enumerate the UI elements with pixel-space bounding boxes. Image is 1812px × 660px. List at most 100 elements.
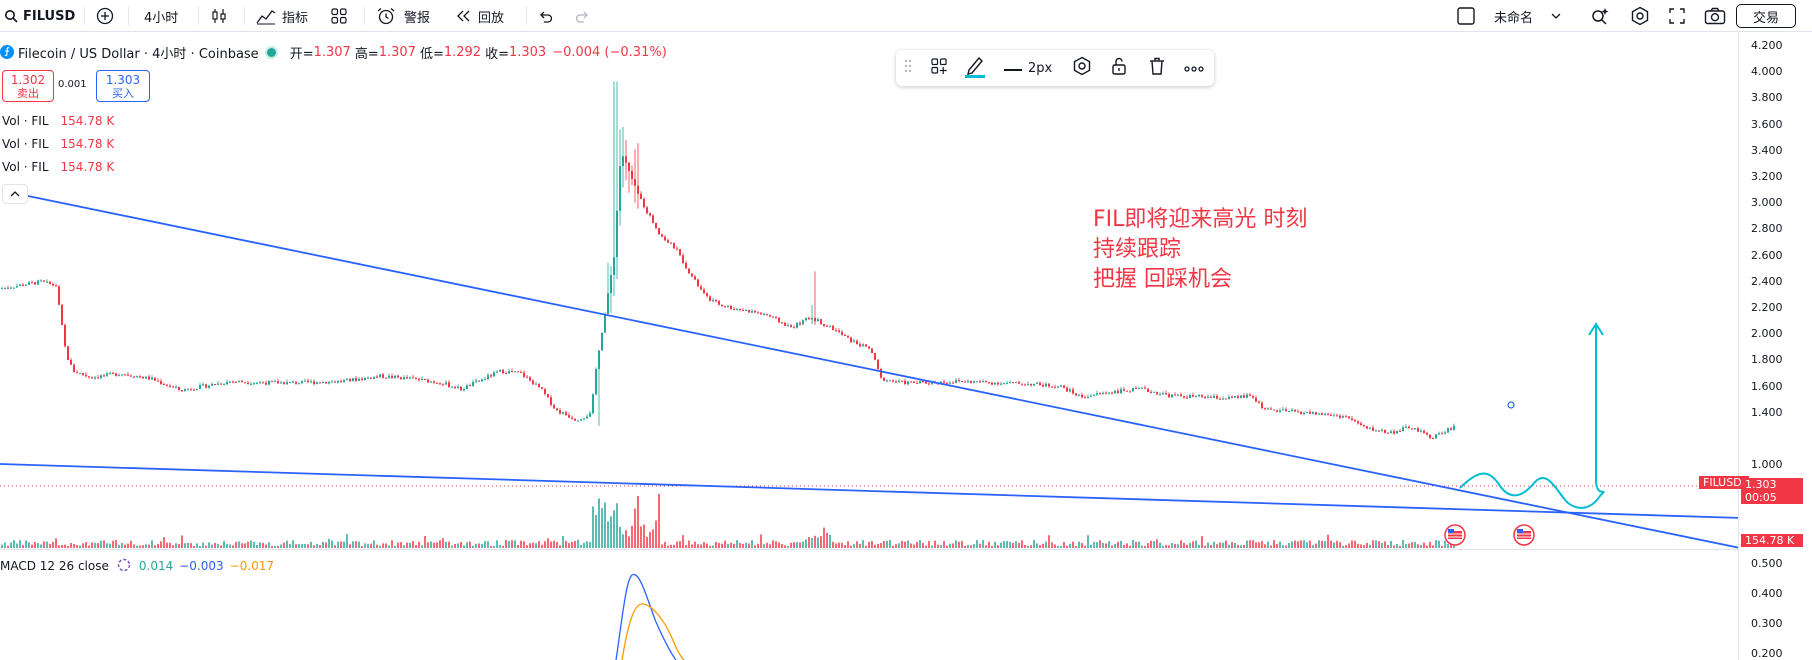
candle-body [304,380,306,382]
volume-bar [1348,543,1350,548]
candle-body [778,317,780,323]
candle-body [208,385,210,388]
candle-body [232,381,234,383]
pane-separator[interactable] [0,549,1738,550]
candle-body [733,308,735,310]
candle-body [202,384,204,386]
candle-body [259,382,261,384]
settings-button[interactable] [1630,0,1650,32]
layouts-button[interactable] [330,0,348,32]
chart-type-button[interactable] [210,0,228,32]
volume-legend-row[interactable]: Vol · FIL 154.78 K [2,158,114,176]
macd-legend[interactable]: MACD 12 26 close 0.014 −0.003 −0.017 [0,557,274,575]
candle-body [85,374,87,377]
volume-bar [10,542,12,548]
select-all-toggle[interactable] [1456,0,1476,32]
candle-body [112,373,114,375]
volume-bar [1183,542,1185,548]
volume-bar [136,545,138,548]
candle-body [1123,389,1125,391]
price-axis[interactable]: 4.200 4.000 3.800 3.600 3.400 3.200 3.000 2.800… [1699,32,1812,660]
candle-body [499,369,501,372]
symbol-search[interactable]: FILUSD [4,0,75,32]
volume-bar [904,541,906,548]
candle-body [877,359,879,369]
volume-bar [1069,543,1071,548]
indicators-button[interactable]: 指标 [256,0,308,32]
volume-bar [475,543,477,548]
drag-handle[interactable] [904,50,912,86]
candle-body [682,255,684,263]
volume-bar [811,537,813,548]
volume-bar [745,542,747,548]
sell-button[interactable]: 1.302 卖出 [2,70,54,102]
drawing-settings-button[interactable] [1072,50,1092,86]
indicator-settings-icon[interactable] [117,558,131,575]
snapshot-button[interactable] [1704,0,1726,32]
template-button[interactable] [930,50,948,86]
volume-bar [1015,541,1017,548]
candle-body [1351,418,1353,421]
volume-bar [391,540,393,548]
candle-body [976,381,978,383]
line-width-button[interactable]: 2px [1004,50,1052,86]
buy-button[interactable]: 1.303 买入 [96,70,150,102]
layout-name-button[interactable]: 未命名 [1494,0,1561,32]
volume-legend-row[interactable]: Vol · FIL 154.78 K [2,135,114,153]
indicators-icon [256,7,276,25]
symbol-legend: ⨍ Filecoin / US Dollar · 4小时 · Coinbase … [0,42,667,62]
volume-bar [583,542,585,548]
candle-body [334,381,336,383]
candle-body [1171,394,1173,398]
volume-bar [1441,545,1443,548]
more-options-button[interactable] [1184,50,1204,86]
anchor-point[interactable] [1507,401,1515,409]
candle-body [1096,393,1098,395]
candle-body [1036,382,1038,384]
delete-drawing-button[interactable] [1148,50,1166,86]
replay-button[interactable]: 回放 [454,0,504,32]
price-tick: 3.000 [1751,196,1783,210]
lock-button[interactable] [1110,50,1128,86]
volume-bar [1339,542,1341,548]
projection-path[interactable] [1459,324,1605,509]
us-event-marker[interactable] [1513,524,1535,546]
volume-bar [1447,543,1449,548]
candle-body [964,381,966,383]
fullscreen-button[interactable] [1668,0,1686,32]
candle-body [1135,387,1137,389]
price-chart[interactable] [0,32,1738,660]
interval-button[interactable]: 4小时 [144,10,179,26]
candle-body [871,348,873,353]
volume-legend-row[interactable]: Vol · FIL 154.78 K [2,112,114,130]
candle-body [1204,396,1206,399]
volume-bar [322,541,324,548]
candle-body [769,315,771,317]
volume-bar [973,544,975,548]
volume-bar [397,542,399,548]
chart-text-annotation[interactable]: FIL即将迎来高光 时刻 持续跟踪 把握 回踩机会 [1093,205,1307,295]
candle-body [82,372,84,375]
symbol-title[interactable]: Filecoin / US Dollar · 4小时 · Coinbase [18,46,259,62]
redo-button[interactable] [574,0,592,32]
undo-button[interactable] [536,0,554,32]
us-event-marker[interactable] [1444,524,1466,546]
volume-bar [937,544,939,548]
alert-button[interactable]: 警报 [376,0,430,32]
line-color-button[interactable] [964,50,986,86]
price-tick: 3.600 [1751,117,1783,131]
volume-bar [826,532,828,548]
quick-search-button[interactable] [1590,0,1610,32]
layout-name-label: 未命名 [1494,10,1534,26]
upper-trendline[interactable] [27,195,1738,549]
candle-body [940,381,942,384]
volume-bar [1036,543,1038,548]
lower-trendline[interactable] [0,463,1738,519]
volume-bar [1258,542,1260,548]
collapse-legend-button[interactable] [2,184,28,204]
volume-bar [151,540,153,548]
volume-legend-value: 154.78 K [60,114,115,128]
trade-button[interactable]: 交易 [1736,4,1796,28]
candle-body [373,376,375,379]
compare-button[interactable] [96,0,114,32]
